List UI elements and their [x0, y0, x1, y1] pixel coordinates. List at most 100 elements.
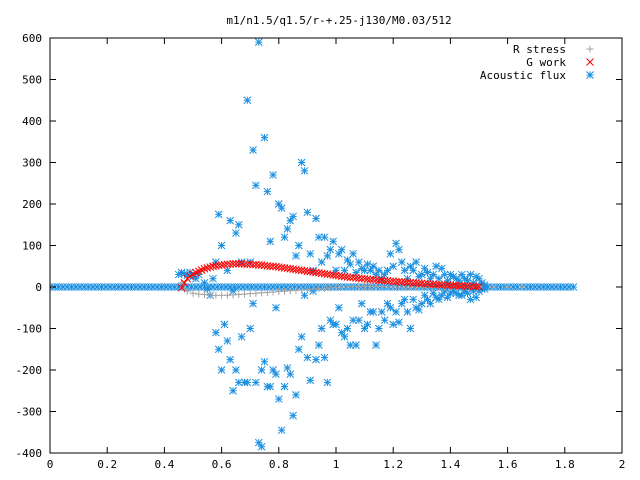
data-point: [280, 382, 289, 391]
data-point: [300, 291, 309, 300]
data-point: [409, 266, 418, 275]
data-point: [457, 270, 466, 279]
data-point: [346, 260, 355, 269]
data-point: [277, 426, 286, 435]
data-point: [377, 308, 386, 316]
data-point: [472, 282, 480, 291]
data-point: [209, 274, 217, 283]
data-point: [337, 245, 346, 254]
data-point: [363, 320, 372, 329]
data-point: [443, 276, 452, 285]
data-point: [489, 283, 497, 291]
data-point: [446, 281, 455, 290]
data-point: [286, 216, 295, 225]
data-point: [420, 264, 429, 273]
data-point: [369, 308, 378, 316]
data-point: [294, 345, 303, 354]
x-tick-label: 1.8: [555, 458, 575, 471]
y-tick-label: 300: [22, 157, 42, 170]
data-point: [192, 274, 200, 283]
data-point: [380, 316, 389, 325]
data-point: [229, 386, 237, 395]
data-point: [340, 332, 349, 341]
data-point: [369, 262, 378, 271]
data-point: [326, 316, 335, 325]
data-point: [303, 208, 312, 217]
data-point: [203, 264, 212, 272]
data-point: [272, 303, 280, 312]
data-point: [337, 328, 346, 337]
data-point: [217, 241, 226, 250]
data-point: [437, 281, 446, 289]
data-point: [177, 283, 186, 292]
data-point: [400, 266, 409, 275]
data-point: [355, 258, 363, 266]
data-point: [406, 262, 415, 271]
data-point: [274, 200, 283, 208]
data-point: [266, 382, 275, 391]
data-point: [569, 283, 578, 291]
x-tick-label: 0.8: [269, 458, 289, 471]
data-point: [283, 364, 292, 372]
data-point: [277, 204, 286, 213]
data-point: [423, 295, 432, 304]
data-point: [504, 283, 512, 291]
data-point: [243, 378, 252, 387]
legend-marker: [586, 71, 594, 79]
data-point: [303, 353, 312, 362]
data-point: [475, 274, 483, 283]
data-point: [335, 249, 343, 258]
data-point: [397, 258, 406, 266]
data-point: [360, 266, 369, 275]
data-point: [226, 355, 235, 364]
data-point: [409, 295, 418, 304]
legend-marker: [586, 45, 594, 53]
data-point: [260, 357, 269, 366]
data-point: [455, 281, 463, 290]
data-point: [386, 249, 395, 258]
series-2: [50, 38, 578, 451]
data-point: [229, 259, 237, 268]
data-point: [217, 366, 226, 374]
data-point: [332, 320, 340, 329]
y-tick-label: 500: [22, 74, 42, 87]
data-point: [257, 366, 266, 374]
data-point: [357, 299, 366, 308]
data-point: [349, 249, 358, 258]
chart-title: m1/n1.5/q1.5/r-+.25-j130/M0.03/512: [226, 14, 451, 27]
y-tick-label: -300: [16, 406, 43, 419]
data-point: [426, 299, 435, 308]
data-point: [320, 353, 329, 362]
data-point: [463, 282, 472, 291]
y-tick-label: 0: [35, 281, 42, 294]
data-point: [326, 245, 335, 254]
x-tick-label: 1.4: [440, 458, 460, 471]
data-point: [269, 171, 277, 179]
legend-entry-label: G work: [526, 56, 566, 69]
data-point: [212, 328, 220, 337]
data-point: [355, 316, 363, 325]
y-tick-label: 100: [22, 240, 42, 253]
data-point: [417, 299, 426, 308]
data-point: [395, 318, 403, 327]
data-point: [280, 233, 289, 242]
y-tick-label: 200: [22, 198, 42, 211]
data-point: [306, 249, 315, 258]
data-point: [232, 366, 240, 374]
series-1: [177, 259, 483, 292]
data-point: [300, 166, 309, 175]
data-point: [254, 38, 263, 47]
legend-marker: [586, 58, 594, 66]
data-point: [249, 146, 257, 154]
data-point: [352, 268, 360, 277]
data-point: [375, 266, 383, 275]
data-point: [395, 245, 403, 254]
data-point: [372, 341, 380, 349]
data-point: [234, 220, 243, 229]
data-point: [200, 278, 209, 287]
data-point: [289, 411, 297, 420]
data-point: [232, 229, 240, 237]
data-point: [314, 341, 323, 349]
data-point: [269, 366, 277, 374]
